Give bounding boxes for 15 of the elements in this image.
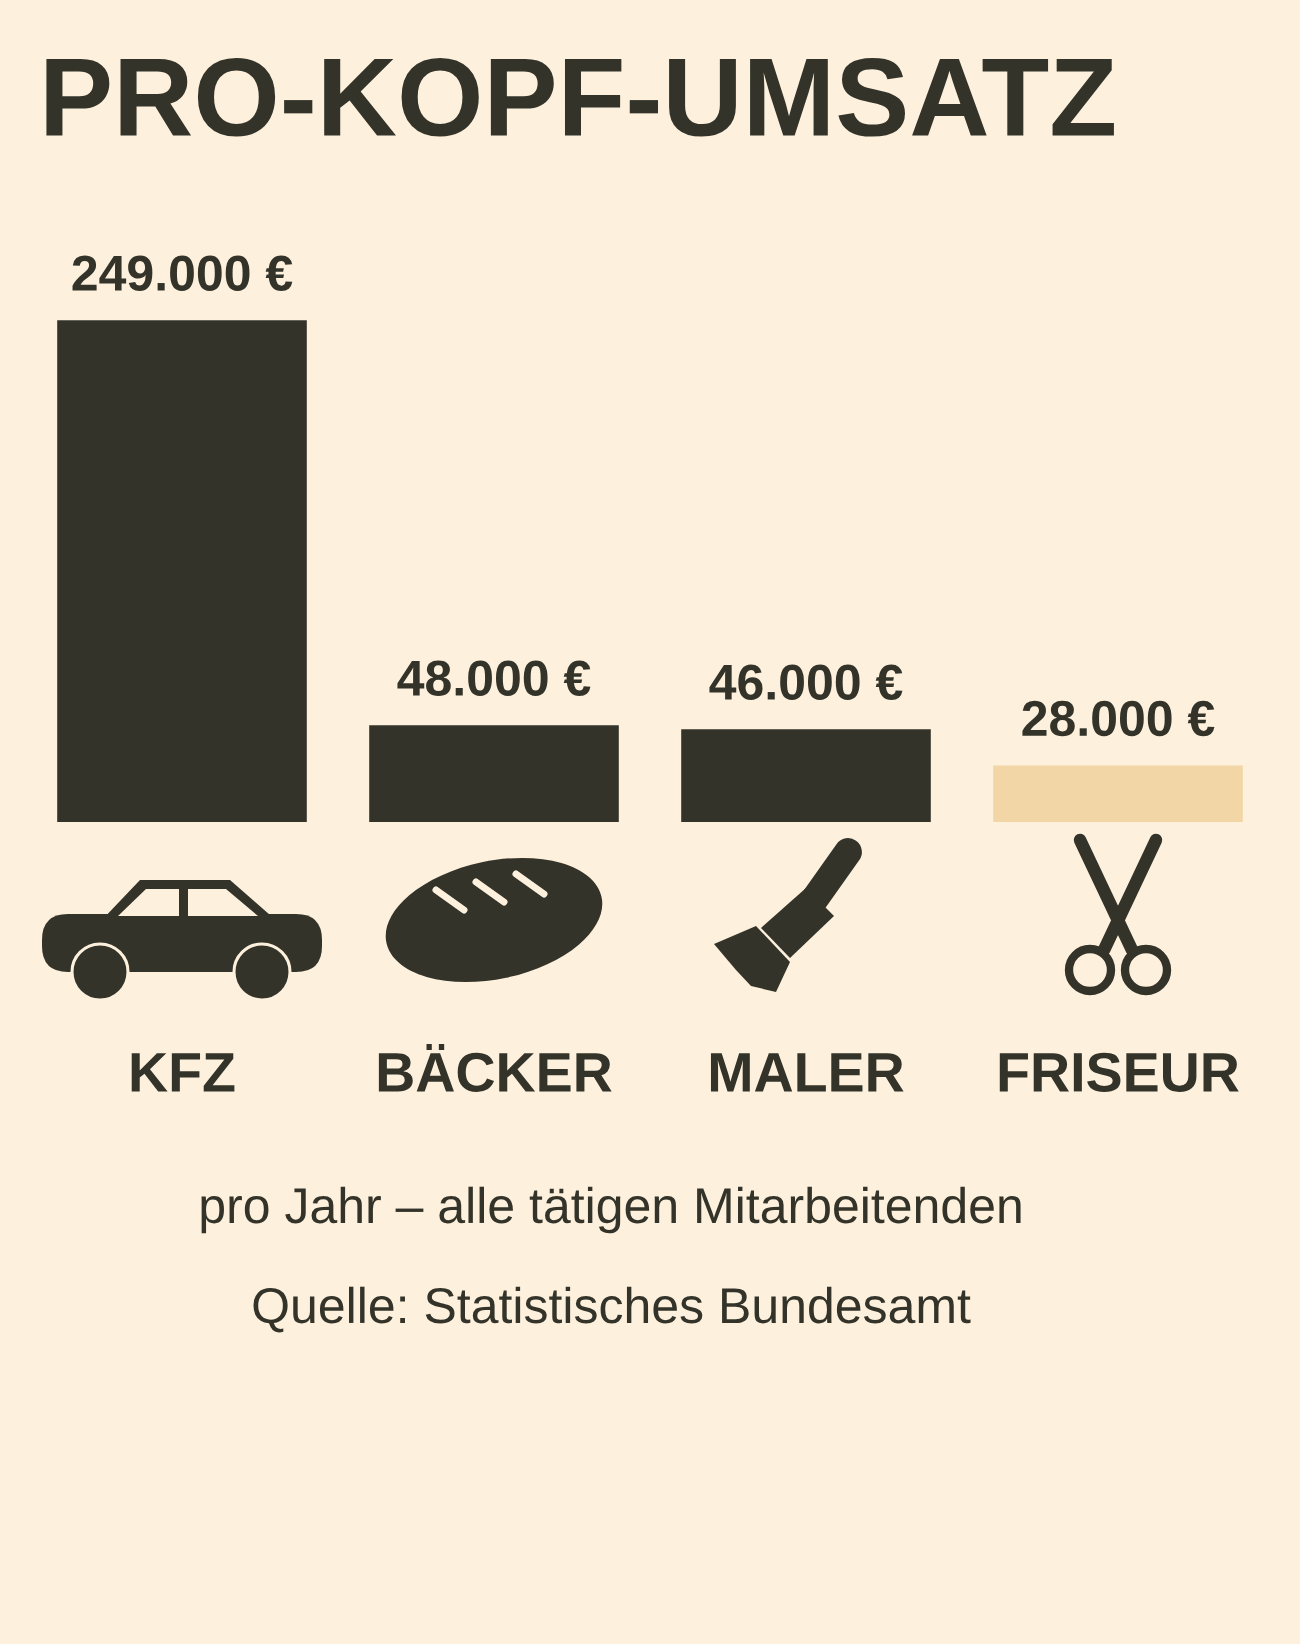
text: pro Jahr – alle tätigen Mitarbeitenden	[201, 1186, 1021, 1234]
bar	[57, 320, 307, 822]
x-tick-label: MALER	[710, 1053, 904, 1092]
bar	[369, 725, 619, 822]
bar	[681, 729, 931, 822]
x-tick-label: KFZ	[131, 1053, 235, 1092]
source-note: Quelle: Statistisches Bundesamt	[253, 1286, 971, 1333]
x-tick-label: BÄCKER	[378, 1043, 612, 1092]
data-label: 28.000 €	[1022, 700, 1215, 737]
data-label: 48.000 €	[397, 660, 591, 696]
x-tick-label: FRISEUR	[999, 1052, 1239, 1092]
chart-title: PRO-KOPF-UMSATZ	[46, 57, 1114, 137]
data-label: 46.000 €	[709, 664, 903, 700]
data-label: 249.000 €	[72, 255, 293, 291]
bar	[993, 765, 1243, 822]
